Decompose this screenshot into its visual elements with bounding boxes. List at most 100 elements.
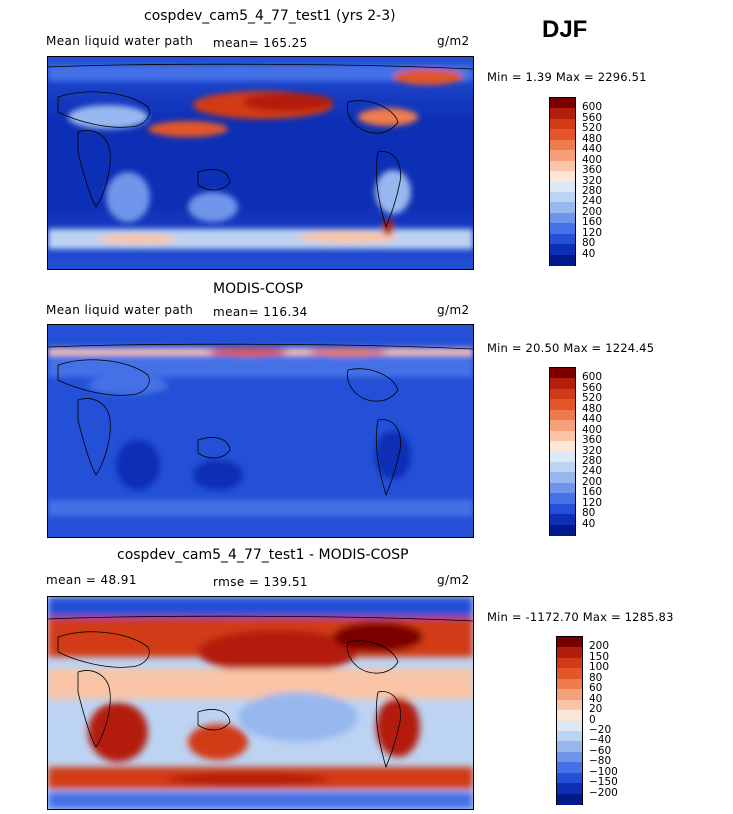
panel2-min-max: Min = 20.50 Max = 1224.45 [487, 341, 655, 355]
panel1-title: cospdev_cam5_4_77_test1 (yrs 2-3) [144, 8, 396, 24]
panel1-mean: mean= 165.25 [213, 36, 308, 50]
colorbar-tick-label: 560 [582, 111, 603, 124]
colorbar-tick-label: 150 [589, 650, 610, 663]
colorbar-tick-label: 160 [582, 486, 603, 499]
colorbar-swatch [557, 678, 582, 690]
panel3-min-max: Min = -1172.70 Max = 1285.83 [487, 610, 674, 624]
colorbar-tick-label: 480 [582, 402, 603, 415]
colorbar-swatch [550, 108, 575, 120]
colorbar-swatch [550, 254, 575, 266]
colorbar-tick-label: 560 [582, 381, 603, 394]
colorbar-tick-label: 600 [582, 101, 603, 114]
colorbar-swatch [550, 430, 575, 442]
panel3-rmse: rmse = 139.51 [213, 575, 308, 589]
colorbar-swatch [557, 699, 582, 711]
colorbar-tick-label: 520 [582, 392, 603, 405]
colorbar-swatch [557, 647, 582, 659]
colorbar-tick-label: 160 [582, 216, 603, 229]
colorbar-tick-label: −100 [589, 765, 618, 778]
panel1-left-label: Mean liquid water path [46, 34, 194, 48]
panel3-colorbar [556, 636, 583, 805]
colorbar-swatch [550, 472, 575, 484]
panel1-colorbar [549, 97, 576, 266]
colorbar-tick-label: 80 [582, 507, 596, 520]
colorbar-swatch [557, 762, 582, 774]
colorbar-swatch [550, 129, 575, 141]
colorbar-swatch [550, 139, 575, 151]
colorbar-tick-label: 480 [582, 132, 603, 145]
colorbar-swatch [557, 657, 582, 669]
colorbar-swatch [557, 730, 582, 742]
colorbar-swatch [550, 233, 575, 245]
colorbar-tick-label: −150 [589, 776, 618, 789]
colorbar-swatch [557, 751, 582, 763]
colorbar-tick-label: 400 [582, 423, 603, 436]
colorbar-tick-label: 0 [589, 713, 596, 726]
colorbar-swatch [557, 741, 582, 753]
panel1-map-graphic [48, 57, 473, 269]
colorbar-tick-label: 360 [582, 434, 603, 447]
colorbar-swatch [550, 368, 575, 379]
colorbar-tick-label: 60 [589, 682, 603, 695]
colorbar-swatch [550, 202, 575, 214]
colorbar-tick-label: 440 [582, 143, 603, 156]
colorbar-tick-label: 40 [582, 517, 596, 530]
colorbar-tick-label: 40 [589, 692, 603, 705]
colorbar-swatch [557, 710, 582, 721]
colorbar-tick-label: −20 [589, 723, 612, 736]
colorbar-tick-label: 600 [582, 371, 603, 384]
colorbar-tick-label: 440 [582, 413, 603, 426]
colorbar-tick-label: 200 [582, 205, 603, 218]
colorbar-swatch [550, 441, 575, 452]
colorbar-swatch [550, 181, 575, 193]
season-label: DJF [542, 16, 588, 43]
colorbar-swatch [550, 493, 575, 505]
colorbar-swatch [550, 191, 575, 203]
colorbar-tick-label: 200 [582, 475, 603, 488]
colorbar-tick-label: 280 [582, 454, 603, 467]
panel2-map [47, 324, 474, 538]
colorbar-swatch [550, 150, 575, 162]
colorbar-swatch [550, 118, 575, 130]
colorbar-swatch [557, 793, 582, 805]
colorbar-tick-label: 120 [582, 496, 603, 509]
colorbar-swatch [550, 212, 575, 224]
panel3-map-graphic [48, 597, 473, 809]
colorbar-swatch [550, 503, 575, 515]
colorbar-tick-label: −200 [589, 786, 618, 799]
panel1-map [47, 56, 474, 270]
colorbar-tick-label: 80 [582, 237, 596, 250]
colorbar-tick-label: 400 [582, 153, 603, 166]
colorbar-swatch [550, 482, 575, 494]
colorbar-tick-label: 100 [589, 661, 610, 674]
panel2-mean: mean= 116.34 [213, 305, 308, 319]
colorbar-tick-label: 200 [589, 640, 610, 653]
colorbar-swatch [557, 689, 582, 701]
colorbar-swatch [550, 223, 575, 235]
colorbar-swatch [550, 409, 575, 421]
colorbar-tick-label: 320 [582, 444, 603, 457]
colorbar-swatch [550, 399, 575, 411]
colorbar-tick-label: 40 [582, 247, 596, 260]
colorbar-swatch [550, 461, 575, 473]
panel3-title: cospdev_cam5_4_77_test1 - MODIS-COSP [117, 547, 409, 563]
colorbar-tick-label: 520 [582, 122, 603, 135]
panel3-mean: mean = 48.91 [46, 573, 137, 587]
colorbar-swatch [550, 98, 575, 109]
panel3-units: g/m2 [437, 573, 470, 587]
colorbar-swatch [557, 720, 582, 732]
panel2-map-graphic [48, 325, 473, 537]
colorbar-swatch [550, 524, 575, 536]
colorbar-tick-label: 80 [589, 671, 603, 684]
colorbar-tick-label: −80 [589, 755, 612, 768]
colorbar-swatch [557, 668, 582, 680]
colorbar-tick-label: −60 [589, 744, 612, 757]
colorbar-tick-label: −40 [589, 734, 612, 747]
panel2-colorbar [549, 367, 576, 536]
colorbar-swatch [550, 244, 575, 256]
panel2-left-label: Mean liquid water path [46, 303, 194, 317]
colorbar-tick-label: 320 [582, 174, 603, 187]
colorbar-swatch [550, 171, 575, 182]
colorbar-swatch [550, 388, 575, 400]
colorbar-tick-label: 280 [582, 184, 603, 197]
